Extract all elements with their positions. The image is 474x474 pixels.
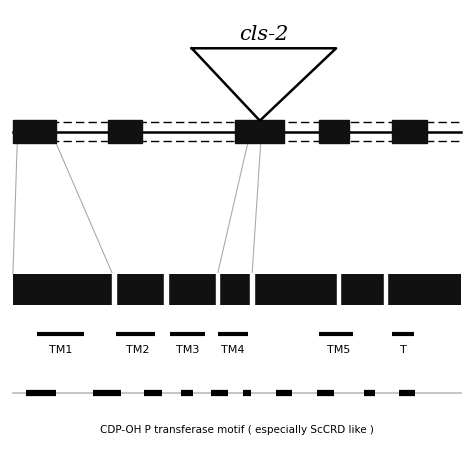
Text: TM4: TM4: [221, 345, 245, 355]
Bar: [319, 120, 349, 143]
Bar: [250, 273, 254, 306]
Text: TM5: TM5: [327, 345, 350, 355]
Text: cls-2: cls-2: [239, 25, 289, 44]
Bar: [164, 273, 168, 306]
Text: TM1: TM1: [49, 345, 72, 355]
Bar: [108, 120, 142, 143]
Bar: [337, 273, 340, 306]
Text: T: T: [400, 345, 406, 355]
Bar: [216, 273, 219, 306]
Bar: [235, 120, 284, 143]
Bar: [13, 274, 461, 305]
Text: CDP-OH P transferase motif ( especially ScCRD like ): CDP-OH P transferase motif ( especially …: [100, 425, 374, 435]
Text: TM2: TM2: [126, 345, 150, 355]
Bar: [384, 273, 387, 306]
Bar: [392, 120, 427, 143]
Bar: [112, 273, 116, 306]
Text: TM3: TM3: [176, 345, 199, 355]
Bar: [13, 120, 56, 143]
